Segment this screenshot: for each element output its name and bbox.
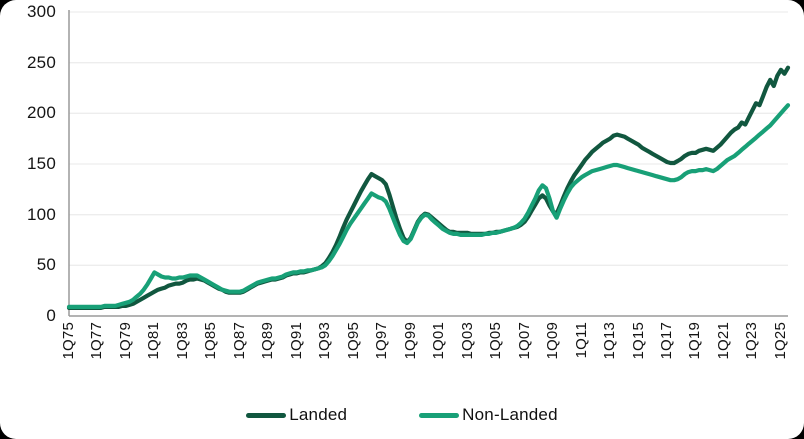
x-tick-label-1Q05: 1Q05 (487, 322, 505, 360)
x-tick-label-1Q13: 1Q13 (601, 322, 619, 360)
x-tick-label-1Q09: 1Q09 (544, 322, 562, 360)
x-tick-label-1Q87: 1Q87 (230, 322, 248, 360)
x-tick-label-1Q03: 1Q03 (458, 322, 476, 360)
y-tick-label-50: 50 (36, 255, 56, 275)
y-tick-label-200: 200 (27, 103, 56, 123)
legend-label-non-landed: Non-Landed (462, 405, 558, 424)
x-tick-label-1Q97: 1Q97 (373, 322, 391, 360)
x-tick-label-1Q17: 1Q17 (657, 322, 675, 360)
x-tick-label-1Q79: 1Q79 (116, 322, 134, 360)
x-tick-label-1Q07: 1Q07 (515, 322, 533, 360)
x-tick-label-1Q85: 1Q85 (202, 322, 220, 360)
y-tick-label-0: 0 (46, 306, 56, 325)
x-tick-label-1Q91: 1Q91 (287, 322, 305, 360)
y-tick-label-250: 250 (27, 52, 56, 72)
x-tick-label-1Q15: 1Q15 (629, 322, 647, 360)
legend: Landed Non-Landed (0, 401, 804, 429)
x-tick-label-1Q19: 1Q19 (686, 322, 704, 360)
landed-line (66, 65, 791, 310)
y-tick-label-300: 300 (27, 2, 56, 21)
x-tick-label-1Q99: 1Q99 (401, 322, 419, 360)
x-tick-label-1Q01: 1Q01 (430, 322, 448, 360)
x-tick-label-1Q83: 1Q83 (173, 322, 191, 360)
x-tick-label-1Q95: 1Q95 (344, 322, 362, 360)
x-tick-label-1Q77: 1Q77 (88, 322, 106, 360)
legend-label-landed: Landed (289, 405, 348, 424)
non-landed-line (66, 103, 791, 309)
non-landed-line-swatch (419, 412, 460, 418)
x-tick-label-1Q25: 1Q25 (771, 322, 789, 360)
x-tick-label-1Q81: 1Q81 (145, 322, 163, 360)
legend-item-non-landed: Non-Landed (419, 405, 558, 425)
legend-item-landed: Landed (246, 405, 347, 425)
x-tick-label-1Q93: 1Q93 (316, 322, 334, 360)
x-tick-label-1Q75: 1Q75 (60, 322, 77, 360)
x-tick-label-1Q21: 1Q21 (714, 322, 732, 360)
x-tick-label-1Q23: 1Q23 (743, 322, 761, 360)
y-tick-label-100: 100 (27, 204, 56, 224)
landed-line-swatch (246, 412, 287, 418)
x-tick-label-1Q89: 1Q89 (259, 322, 277, 360)
y-tick-label-150: 150 (27, 154, 56, 173)
x-tick-label-1Q11: 1Q11 (572, 322, 590, 359)
